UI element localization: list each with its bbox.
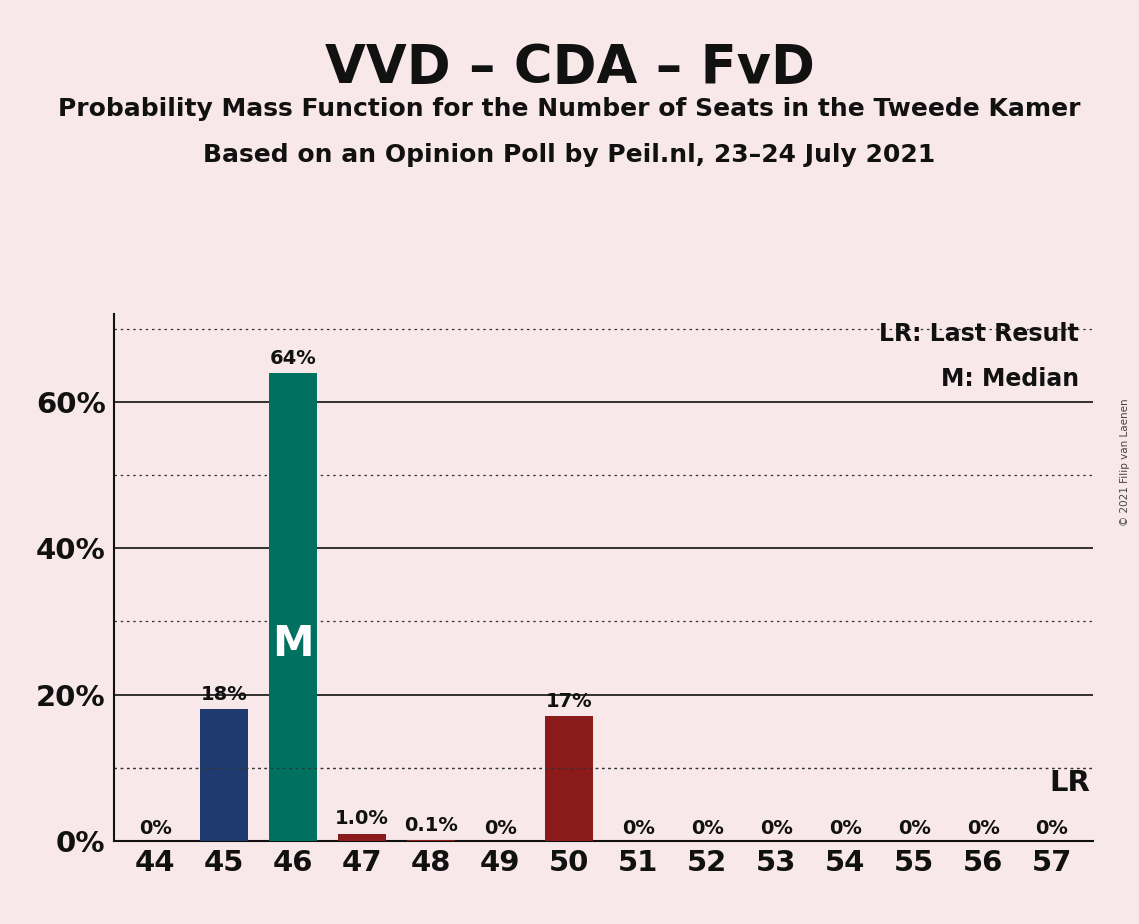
Bar bbox=[200, 710, 248, 841]
Text: 0%: 0% bbox=[760, 819, 793, 838]
Text: 0.1%: 0.1% bbox=[404, 816, 458, 835]
Text: 0%: 0% bbox=[484, 819, 517, 838]
Text: LR: LR bbox=[1049, 769, 1090, 797]
Bar bbox=[338, 833, 386, 841]
Text: M: Median: M: Median bbox=[941, 367, 1079, 391]
Text: 0%: 0% bbox=[690, 819, 723, 838]
Text: Probability Mass Function for the Number of Seats in the Tweede Kamer: Probability Mass Function for the Number… bbox=[58, 97, 1081, 121]
Bar bbox=[269, 372, 318, 841]
Text: 0%: 0% bbox=[898, 819, 931, 838]
Text: 0%: 0% bbox=[139, 819, 172, 838]
Text: 0%: 0% bbox=[829, 819, 861, 838]
Text: VVD – CDA – FvD: VVD – CDA – FvD bbox=[325, 42, 814, 93]
Text: 0%: 0% bbox=[622, 819, 655, 838]
Bar bbox=[546, 716, 593, 841]
Text: LR: Last Result: LR: Last Result bbox=[879, 322, 1079, 346]
Text: 17%: 17% bbox=[546, 692, 592, 711]
Text: 18%: 18% bbox=[200, 685, 247, 704]
Text: Based on an Opinion Poll by Peil.nl, 23–24 July 2021: Based on an Opinion Poll by Peil.nl, 23–… bbox=[204, 143, 935, 167]
Text: 64%: 64% bbox=[270, 348, 317, 368]
Text: 1.0%: 1.0% bbox=[335, 809, 390, 829]
Text: M: M bbox=[272, 623, 314, 665]
Text: © 2021 Filip van Laenen: © 2021 Filip van Laenen bbox=[1120, 398, 1130, 526]
Text: 0%: 0% bbox=[967, 819, 1000, 838]
Text: 0%: 0% bbox=[1035, 819, 1068, 838]
